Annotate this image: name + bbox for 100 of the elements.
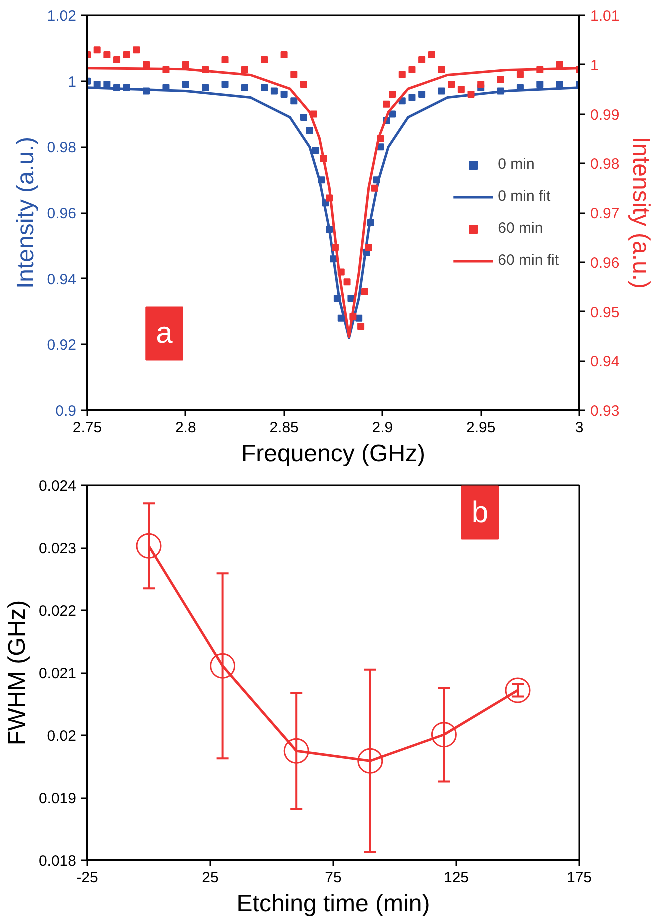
annotation: a (156, 317, 174, 350)
point (114, 56, 121, 64)
y-tick-label: 0.021 (38, 666, 77, 682)
legend-label: 60 min fit (498, 252, 559, 269)
y2-tick-label: 0.94 (590, 354, 620, 371)
point (123, 52, 130, 58)
y-tick-label: 0.022 (38, 603, 77, 620)
y-tick-label: 1 (68, 74, 76, 91)
y2-tick-label: 0.98 (590, 156, 620, 174)
y-axis-title: FWHM (GHz) (4, 600, 31, 746)
y-tick-label: 0.9 (56, 403, 77, 420)
point (361, 288, 368, 296)
y2-tick-label: 1.01 (590, 8, 620, 25)
x-tick-label: 175 (566, 870, 592, 886)
legend-label: 60 min (498, 220, 544, 237)
point (241, 66, 248, 74)
point (104, 81, 111, 88)
y2-tick-label: 0.97 (590, 206, 620, 222)
point (222, 81, 229, 88)
point (478, 81, 485, 88)
y2-tick-label: 0.95 (590, 304, 620, 322)
y-tick-label: 0.96 (47, 206, 77, 222)
point (408, 94, 416, 102)
y2-axis-title: Intensity (a.u.) (628, 136, 655, 290)
y-tick-label: 0.94 (47, 271, 77, 288)
y-tick-label: 0.92 (47, 337, 77, 354)
point (356, 314, 363, 322)
point (182, 61, 190, 68)
point (468, 91, 475, 98)
point (241, 84, 248, 92)
point (438, 88, 446, 95)
point (418, 56, 426, 64)
point (300, 81, 308, 88)
point (136, 533, 162, 559)
x-tick-label: 125 (444, 870, 470, 886)
point (133, 46, 140, 54)
point (431, 722, 457, 748)
x-axis-title: Frequency (GHz) (241, 440, 426, 468)
y2-tick-label: 1 (590, 57, 599, 74)
x-tick-label: 25 (202, 870, 219, 886)
point (290, 71, 298, 78)
point (505, 678, 531, 704)
y-tick-label: 0.02 (47, 728, 77, 745)
point (418, 91, 426, 98)
y-tick-label: 0.023 (38, 540, 77, 558)
point (398, 71, 406, 78)
y2-tick-label: 0.96 (590, 254, 620, 272)
x-tick-label: -25 (76, 870, 98, 886)
legend-label: 0 min (498, 156, 535, 173)
point (497, 76, 504, 84)
point (300, 114, 308, 122)
legend-label: 0 min fit (498, 188, 551, 205)
point (261, 56, 268, 64)
x-tick-label: 2.8 (175, 420, 196, 436)
point (344, 278, 351, 286)
point (348, 295, 355, 302)
x-axis-title: Etching time (min) (236, 890, 430, 918)
y-tick-label: 0.024 (38, 478, 77, 495)
point (210, 653, 236, 679)
y2-tick-label: 0.93 (590, 403, 620, 420)
point (408, 66, 416, 74)
point (556, 81, 564, 88)
point (383, 100, 390, 108)
point (280, 52, 288, 58)
point (261, 84, 268, 92)
point (358, 323, 365, 330)
y2-tick-label: 0.99 (590, 106, 620, 124)
point (448, 81, 456, 88)
y-tick-label: 0.018 (38, 853, 77, 870)
x-tick-label: 3 (575, 420, 584, 436)
x-tick-label: 2.9 (372, 420, 394, 436)
point (365, 244, 372, 252)
point (280, 91, 288, 98)
point (438, 66, 446, 74)
point (428, 52, 436, 58)
point (222, 56, 229, 64)
x-tick-label: 75 (325, 870, 342, 886)
point (312, 146, 320, 154)
point (202, 84, 210, 92)
point (458, 86, 465, 94)
x-tick-label: 2.95 (466, 420, 496, 436)
x-tick-label: 2.75 (72, 420, 102, 436)
point (536, 81, 544, 88)
point (306, 127, 314, 134)
x-tick-label: 2.85 (270, 420, 299, 436)
point (290, 98, 298, 105)
point (94, 46, 101, 54)
y-tick-label: 1.02 (47, 8, 77, 25)
point (389, 91, 396, 98)
point (182, 81, 190, 88)
y-axis-title: Intensity (a.u.) (12, 136, 40, 290)
point (104, 52, 111, 58)
point (516, 71, 524, 78)
point (270, 88, 278, 95)
y-tick-label: 0.98 (47, 140, 77, 157)
point (284, 738, 310, 764)
annotation: b (472, 496, 489, 530)
point (358, 748, 384, 774)
point (389, 110, 396, 118)
point (371, 184, 378, 192)
